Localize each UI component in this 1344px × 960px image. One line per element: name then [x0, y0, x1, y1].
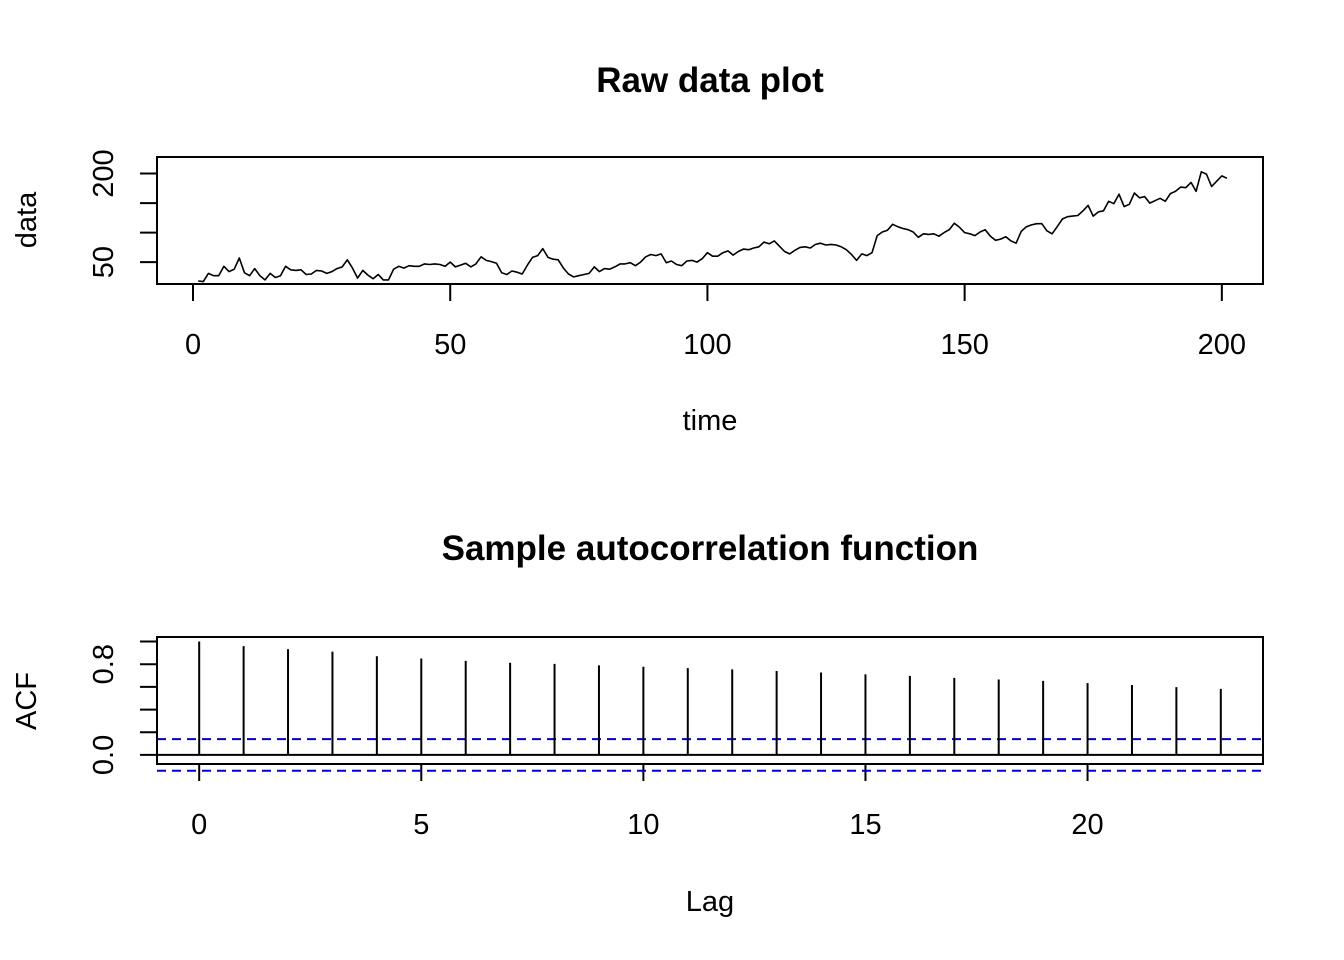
- raw-data-x-label: time: [683, 405, 738, 437]
- raw-data-plot-frame: [156, 156, 1264, 285]
- raw-data-y-label: data: [11, 191, 43, 248]
- acf-plot-frame: [156, 636, 1264, 765]
- raw-data-y-tick-label: 200: [88, 149, 120, 197]
- raw-data-x-tick-label: 200: [1198, 329, 1246, 361]
- acf-x-tick-label: 5: [413, 809, 429, 841]
- acf-spikes: [198, 641, 1222, 755]
- acf-y-axis: 0.0 0.8: [88, 640, 157, 775]
- raw-data-x-axis: 0 50 100 150 200: [185, 284, 1246, 361]
- raw-data-series-line: [198, 171, 1228, 283]
- acf-x-tick-label: 0: [191, 809, 207, 841]
- raw-data-panel: Raw data plot 0 50 100 150 200 50 200 time da…: [11, 61, 1264, 437]
- raw-data-x-tick-label: 0: [185, 329, 201, 361]
- acf-panel: Sample autocorrelation function 0 5 10 15 20…: [11, 529, 1264, 918]
- raw-data-title: Raw data plot: [596, 61, 824, 100]
- acf-x-tick-label: 20: [1071, 809, 1103, 841]
- raw-data-y-tick-label: 50: [88, 246, 120, 278]
- raw-data-y-axis: 50 200: [88, 149, 157, 278]
- acf-x-axis: 0 5 10 15 20: [191, 764, 1104, 841]
- raw-data-x-tick-label: 100: [683, 329, 731, 361]
- acf-y-label: ACF: [11, 672, 43, 730]
- raw-data-x-tick-label: 50: [434, 329, 466, 361]
- acf-x-label: Lag: [686, 886, 734, 918]
- acf-y-tick-label: 0.8: [88, 644, 120, 684]
- acf-title: Sample autocorrelation function: [442, 529, 979, 568]
- acf-x-tick-label: 10: [627, 809, 659, 841]
- acf-x-tick-label: 15: [849, 809, 881, 841]
- acf-y-tick-label: 0.0: [88, 735, 120, 775]
- raw-data-x-tick-label: 150: [940, 329, 988, 361]
